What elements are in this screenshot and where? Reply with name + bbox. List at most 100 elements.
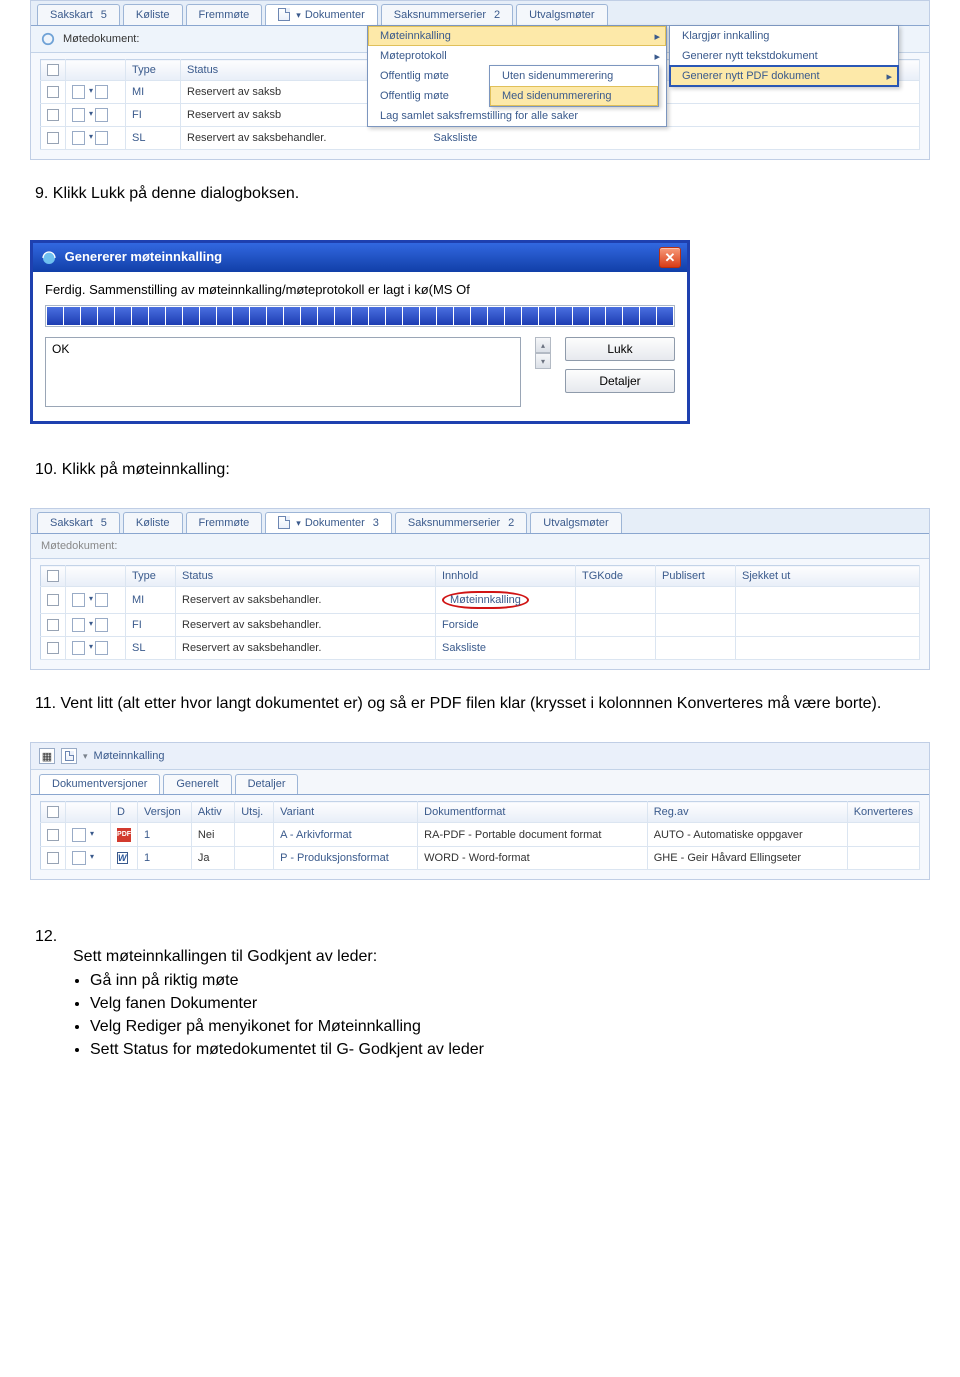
home-icon xyxy=(41,32,55,46)
row-checkbox[interactable] xyxy=(47,852,59,864)
col-tgkode[interactable]: TGKode xyxy=(576,566,656,587)
doc-icon xyxy=(72,828,86,842)
lukk-button[interactable]: Lukk xyxy=(565,337,675,361)
tab-sakskart[interactable]: Sakskart5 xyxy=(37,4,120,25)
table-row[interactable]: MI Reservert av saksbehandler. Møteinnka… xyxy=(41,587,920,614)
row-checkbox[interactable] xyxy=(47,86,59,98)
col-dokumentformat[interactable]: Dokumentformat xyxy=(418,802,648,823)
subtabs: Dokumentversjoner Generelt Detaljer xyxy=(31,770,929,795)
col-status[interactable]: Status xyxy=(176,566,436,587)
tab-fremmote[interactable]: Fremmøte xyxy=(186,512,263,533)
menu-item-generer-pdf[interactable]: Generer nytt PDF dokument xyxy=(670,66,898,86)
document-icon xyxy=(72,131,85,145)
doc-icon xyxy=(72,851,86,865)
detaljer-button[interactable]: Detaljer xyxy=(565,369,675,393)
col-variant[interactable]: Variant xyxy=(274,802,418,823)
col-type[interactable]: Type xyxy=(126,566,176,587)
dialog-status: Ferdig. Sammenstilling av møteinnkalling… xyxy=(45,282,675,297)
col-sjekketut[interactable]: Sjekket ut xyxy=(736,566,920,587)
col-d[interactable]: D xyxy=(111,802,138,823)
subtab-generelt[interactable]: Generelt xyxy=(163,774,231,794)
tab-dokumenter[interactable]: Dokumenter xyxy=(265,4,377,25)
dialog-title: Genererer møteinnkalling xyxy=(65,249,223,264)
grid-icon[interactable]: ▦ xyxy=(39,748,55,764)
table-row[interactable]: W 1 Ja P - Produksjonsformat WORD - Word… xyxy=(41,847,920,870)
menu-item-moteinnkalling[interactable]: Møteinnkalling xyxy=(368,26,666,46)
document-icon xyxy=(72,593,85,607)
subtab-dokumentversjoner[interactable]: Dokumentversjoner xyxy=(39,774,160,794)
document-icon xyxy=(278,516,290,529)
step-11: 11. Vent litt (alt etter hvor langt doku… xyxy=(0,670,960,742)
bullet-list: Gå inn på riktig møte Velg fanen Dokumen… xyxy=(90,972,925,1059)
tab-saksnummer[interactable]: Saksnummerserier2 xyxy=(381,4,513,25)
bullet-item: Gå inn på riktig møte xyxy=(90,972,925,990)
document-icon[interactable] xyxy=(61,748,77,764)
close-button[interactable]: ✕ xyxy=(659,247,681,268)
blank-page-icon xyxy=(95,131,108,145)
col-versjon[interactable]: Versjon xyxy=(138,802,192,823)
table-row[interactable]: PDF 1 Nei A - Arkivformat RA-PDF - Porta… xyxy=(41,823,920,847)
instruction-text: 10. Klikk på møteinnkalling: xyxy=(35,461,925,479)
col-publisert[interactable]: Publisert xyxy=(656,566,736,587)
menu-item-generer-tekst[interactable]: Generer nytt tekstdokument xyxy=(670,46,898,66)
table-row[interactable]: SL Reservert av saksbehandler. Saksliste xyxy=(41,637,920,660)
chevron-down-icon[interactable] xyxy=(88,642,92,654)
row-checkbox[interactable] xyxy=(47,619,59,631)
dialog-message: OK xyxy=(45,337,521,407)
chevron-down-icon[interactable] xyxy=(88,86,92,98)
tab-utvalgsmoter[interactable]: Utvalgsmøter xyxy=(530,512,621,533)
tabbar: Sakskart5 Køliste Fremmøte Dokumenter Sa… xyxy=(31,1,929,26)
table-row[interactable]: SL Reservert av saksbehandler. Saksliste xyxy=(41,127,920,150)
tabbar: Sakskart5 Køliste Fremmøte Dokumenter3 S… xyxy=(31,509,929,534)
col-konverteres[interactable]: Konverteres xyxy=(847,802,919,823)
tab-koliste[interactable]: Køliste xyxy=(123,512,183,533)
submenu-sidenummer: Uten sidenummerering Med sidenummerering xyxy=(489,65,659,107)
chevron-down-icon[interactable] xyxy=(88,619,92,631)
tab-utvalgsmoter[interactable]: Utvalgsmøter xyxy=(516,4,607,25)
table-row[interactable]: FI Reservert av saksbehandler. Forside xyxy=(41,614,920,637)
moteinnkalling-link[interactable]: Møteinnkalling xyxy=(442,591,529,609)
col-aktiv[interactable]: Aktiv xyxy=(191,802,234,823)
select-all-checkbox[interactable] xyxy=(47,570,59,582)
row-checkbox[interactable] xyxy=(47,594,59,606)
scrollbar[interactable]: ▴▾ xyxy=(535,337,551,369)
chevron-down-icon xyxy=(294,9,301,21)
row-checkbox[interactable] xyxy=(47,109,59,121)
menu-item-lag-samlet[interactable]: Lag samlet saksfremstilling for alle sak… xyxy=(368,106,666,126)
row-checkbox[interactable] xyxy=(47,642,59,654)
row-checkbox[interactable] xyxy=(47,132,59,144)
blank-page-icon xyxy=(95,85,108,99)
chevron-down-icon[interactable] xyxy=(89,829,93,841)
document-versions-panel: ▦ ▾ Møteinnkalling Dokumentversjoner Gen… xyxy=(30,742,930,880)
chevron-down-icon[interactable] xyxy=(88,109,92,121)
chevron-down-icon[interactable]: ▾ xyxy=(83,751,88,762)
bullet-item: Velg Rediger på menyikonet for Møteinnka… xyxy=(90,1018,925,1036)
tab-sakskart[interactable]: Sakskart5 xyxy=(37,512,120,533)
toolbar: ▦ ▾ Møteinnkalling xyxy=(31,743,929,770)
select-all-checkbox[interactable] xyxy=(47,64,59,76)
chevron-down-icon[interactable] xyxy=(89,852,93,864)
subtab-detaljer[interactable]: Detaljer xyxy=(235,774,299,794)
col-regav[interactable]: Reg.av xyxy=(647,802,847,823)
dialog-titlebar[interactable]: Genererer møteinnkalling ✕ xyxy=(33,243,687,272)
chevron-down-icon[interactable] xyxy=(88,132,92,144)
col-innhold[interactable]: Innhold xyxy=(436,566,576,587)
tab-fremmote[interactable]: Fremmøte xyxy=(186,4,263,25)
col-type[interactable]: Type xyxy=(126,60,181,81)
tab-dokumenter[interactable]: Dokumenter3 xyxy=(265,512,392,533)
menu-item-moteprotokoll[interactable]: Møteprotokoll xyxy=(368,46,666,66)
chevron-down-icon xyxy=(294,517,301,529)
menu-item-uten-sidenum[interactable]: Uten sidenummerering xyxy=(490,66,658,86)
chevron-down-icon[interactable] xyxy=(88,594,92,606)
select-all-checkbox[interactable] xyxy=(47,806,59,818)
tab-saksnummer[interactable]: Saksnummerserier2 xyxy=(395,512,527,533)
row-checkbox[interactable] xyxy=(47,829,59,841)
tab-koliste[interactable]: Køliste xyxy=(123,4,183,25)
subbar-label: Møtedokument: xyxy=(63,33,139,45)
progress-bar xyxy=(45,305,675,327)
document-icon xyxy=(72,108,85,122)
menu-item-klargjor[interactable]: Klargjør innkalling xyxy=(670,26,898,46)
col-utsj[interactable]: Utsj. xyxy=(235,802,274,823)
menu-item-med-sidenum[interactable]: Med sidenummerering xyxy=(490,86,658,106)
step-9: 9. Klikk Lukk på denne dialogboksen. xyxy=(0,160,960,232)
